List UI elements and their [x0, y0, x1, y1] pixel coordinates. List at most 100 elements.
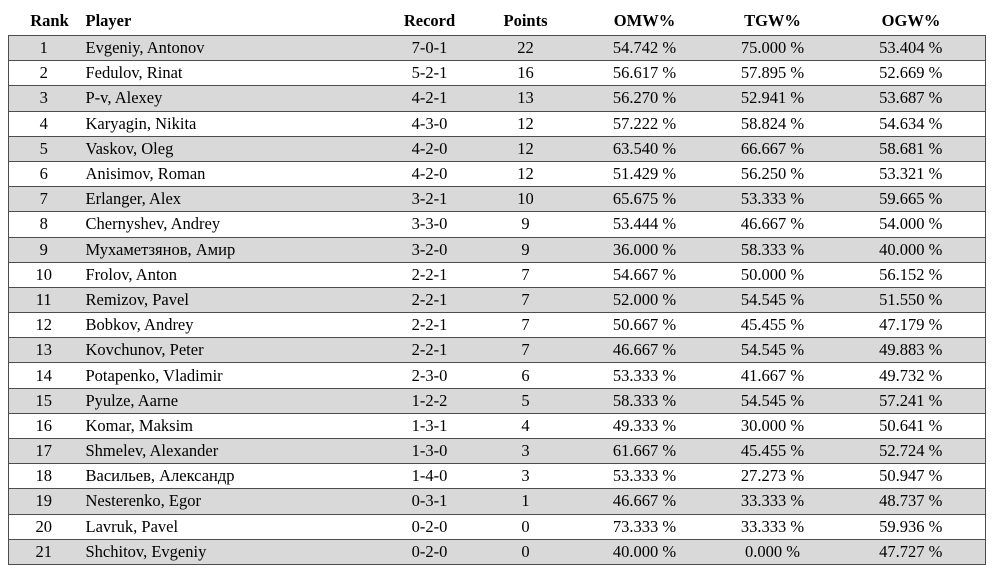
cell-ogw: 47.179 % — [879, 315, 943, 335]
column-header-record: Record — [388, 6, 471, 36]
cell-tgw: 54.545 % — [740, 289, 805, 309]
table-row: 21 Shchitov, Evgeniy 0-2-0 0 40.000 % 0.000 %… — [8, 539, 986, 565]
cell-record: 2-2-1 — [411, 264, 448, 284]
cell-ogw: 59.936 % — [879, 516, 943, 536]
cell-points: 0 — [521, 516, 530, 536]
cell-record: 5-2-1 — [411, 63, 448, 83]
cell-tgw: 52.941 % — [740, 88, 805, 108]
cell-record: 2-2-1 — [411, 289, 448, 309]
cell-points: 1 — [521, 491, 530, 511]
cell-tgw: 53.333 % — [740, 189, 805, 209]
cell-tgw: 75.000 % — [740, 38, 805, 58]
cell-omw: 63.540 % — [612, 138, 677, 158]
cell-record: 0-2-0 — [411, 516, 448, 536]
cell-ogw: 50.947 % — [879, 466, 943, 486]
cell-omw: 58.333 % — [612, 390, 677, 410]
cell-tgw: 27.273 % — [740, 466, 805, 486]
cell-player: P-v, Alexey — [85, 88, 163, 108]
cell-player: Fedulov, Rinat — [85, 63, 183, 83]
cell-omw: 56.270 % — [612, 88, 677, 108]
column-header-player: Player — [78, 6, 389, 36]
cell-omw: 51.429 % — [612, 164, 677, 184]
cell-ogw: 51.550 % — [879, 289, 943, 309]
cell-tgw: 50.000 % — [740, 264, 805, 284]
cell-tgw: 30.000 % — [740, 415, 805, 435]
table-row: 16 Komar, Maksim 1-3-1 4 49.333 % 30.000 % 50.… — [8, 413, 986, 439]
cell-rank: 16 — [35, 415, 53, 435]
cell-points: 10 — [517, 189, 534, 209]
table-row: 19 Nesterenko, Egor 0-3-1 1 46.667 % 33.333 %… — [8, 488, 986, 515]
cell-omw: 54.742 % — [612, 38, 677, 58]
table-row: 10 Frolov, Anton 2-2-1 7 54.667 % 50.000 % 56.… — [8, 262, 986, 288]
cell-ogw: 54.634 % — [879, 113, 943, 133]
cell-rank: 12 — [35, 315, 53, 335]
cell-points: 12 — [517, 164, 534, 184]
cell-record: 7-0-1 — [411, 38, 448, 58]
cell-ogw: 52.724 % — [879, 441, 943, 461]
cell-points: 12 — [517, 113, 534, 133]
cell-points: 7 — [521, 315, 530, 335]
cell-ogw: 59.665 % — [879, 189, 943, 209]
cell-points: 6 — [521, 365, 530, 385]
cell-tgw: 57.895 % — [740, 63, 805, 83]
cell-record: 0-3-1 — [411, 491, 448, 511]
cell-omw: 53.333 % — [612, 365, 677, 385]
cell-record: 4-3-0 — [411, 113, 448, 133]
cell-ogw: 56.152 % — [879, 264, 943, 284]
cell-omw: 54.667 % — [612, 264, 677, 284]
table-row: 14 Potapenko, Vladimir 2-3-0 6 53.333 % 41.66… — [8, 362, 986, 389]
cell-omw: 53.444 % — [612, 214, 677, 234]
cell-rank: 11 — [35, 289, 52, 309]
cell-record: 1-4-0 — [411, 466, 448, 486]
cell-ogw: 53.404 % — [879, 38, 943, 58]
cell-rank: 17 — [35, 441, 53, 461]
cell-player: Shmelev, Alexander — [85, 441, 219, 461]
cell-record: 1-2-2 — [411, 390, 448, 410]
cell-points: 13 — [517, 88, 534, 108]
cell-record: 3-2-1 — [411, 189, 448, 209]
cell-tgw: 58.824 % — [740, 113, 805, 133]
cell-tgw: 58.333 % — [740, 239, 805, 259]
standings-table-body: 1 Evgeniy, Antonov 7-0-1 22 54.742 % 75.000 %… — [8, 35, 986, 565]
table-row: 15 Pyulze, Aarne 1-2-2 5 58.333 % 54.545 % 57.… — [8, 388, 986, 414]
cell-rank: 5 — [39, 138, 48, 158]
cell-player: Erlanger, Alex — [85, 189, 182, 209]
table-row: 7 Erlanger, Alex 3-2-1 10 65.675 % 53.333 % 59… — [8, 186, 986, 212]
cell-tgw: 66.667 % — [740, 138, 805, 158]
cell-player: Komar, Maksim — [85, 415, 194, 435]
cell-player: Pyulze, Aarne — [85, 390, 179, 410]
cell-player: Anisimov, Roman — [85, 164, 206, 184]
table-row: 20 Lavruk, Pavel 0-2-0 0 73.333 % 33.333 % 59.… — [8, 514, 986, 540]
cell-points: 22 — [517, 38, 534, 58]
table-row: 4 Karyagin, Nikita 4-3-0 12 57.222 % 58.824 %… — [8, 111, 986, 137]
column-header-rank: Rank — [8, 6, 79, 36]
cell-player: Potapenko, Vladimir — [85, 365, 223, 385]
cell-omw: 57.222 % — [612, 113, 677, 133]
cell-player: Remizov, Pavel — [85, 289, 189, 309]
table-row: 9 Мухаметзянов, Амир 3-2-0 9 36.000 % 58.333 … — [8, 237, 986, 263]
cell-tgw: 54.545 % — [740, 340, 805, 360]
cell-ogw: 57.241 % — [879, 390, 943, 410]
cell-tgw: 54.545 % — [740, 390, 805, 410]
table-row: 18 Васильев, Александр 1-4-0 3 53.333 % 27.27… — [8, 463, 986, 489]
cell-player: Lavruk, Pavel — [85, 516, 179, 536]
cell-rank: 14 — [35, 365, 53, 385]
cell-player: Kovchunov, Peter — [85, 340, 204, 360]
cell-rank: 2 — [39, 63, 48, 83]
cell-player: Bobkov, Andrey — [85, 315, 194, 335]
table-row: 12 Bobkov, Andrey 2-2-1 7 50.667 % 45.455 % 47… — [8, 312, 986, 338]
cell-points: 9 — [521, 239, 530, 259]
cell-rank: 8 — [39, 214, 48, 234]
cell-rank: 20 — [35, 516, 53, 536]
cell-tgw: 41.667 % — [740, 365, 805, 385]
cell-record: 2-3-0 — [411, 365, 448, 385]
cell-omw: 56.617 % — [612, 63, 677, 83]
cell-omw: 53.333 % — [612, 466, 677, 486]
cell-rank: 10 — [35, 264, 53, 284]
table-row: 8 Chernyshev, Andrey 3-3-0 9 53.444 % 46.667 … — [8, 211, 986, 237]
cell-omw: 40.000 % — [612, 541, 677, 561]
table-row: 6 Anisimov, Roman 4-2-0 12 51.429 % 56.250 % 5… — [8, 161, 986, 187]
cell-points: 12 — [517, 138, 534, 158]
table-row: 1 Evgeniy, Antonov 7-0-1 22 54.742 % 75.000 %… — [8, 35, 986, 61]
cell-points: 3 — [521, 466, 530, 486]
